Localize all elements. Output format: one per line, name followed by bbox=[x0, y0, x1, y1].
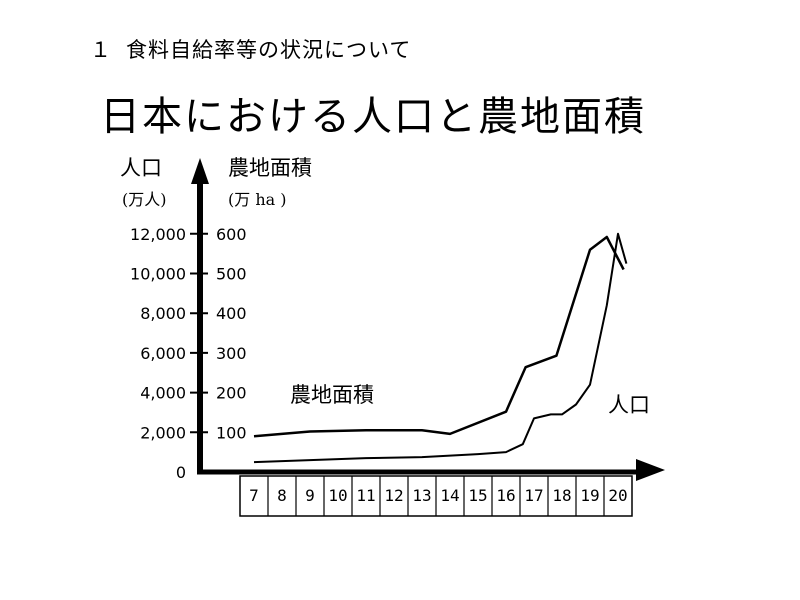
series-line-farmland bbox=[253, 235, 625, 438]
left-tick-label: 12,000 bbox=[130, 225, 186, 244]
left-tick-label: 6,000 bbox=[140, 344, 186, 363]
right-tick-label: 200 bbox=[216, 384, 247, 403]
category-label: 18 bbox=[552, 486, 571, 505]
left-tick-label: 8,000 bbox=[140, 304, 186, 323]
category-label: 7 bbox=[249, 486, 259, 505]
left-tick-label: 10,000 bbox=[130, 265, 186, 284]
category-label: 11 bbox=[356, 486, 375, 505]
category-label: 12 bbox=[384, 486, 403, 505]
right-tick-label: 500 bbox=[216, 265, 247, 284]
series-line-population bbox=[253, 232, 628, 464]
left-axis-label: 人口 bbox=[120, 156, 162, 180]
left-axis-unit: (万人) bbox=[122, 190, 167, 209]
y-axis-arrow bbox=[191, 158, 209, 184]
section-number: １ bbox=[90, 38, 112, 62]
category-label: 14 bbox=[440, 486, 459, 505]
series-label-population: 人口 bbox=[608, 393, 650, 417]
section-subtitle: 食料自給率等の状況について bbox=[126, 38, 412, 62]
page-title: 日本における人口と農地面積 bbox=[100, 94, 646, 140]
right-tick-label: 400 bbox=[216, 304, 247, 323]
category-label: 10 bbox=[328, 486, 347, 505]
right-axis-label: 農地面積 bbox=[228, 156, 312, 180]
right-axis-unit: (万 ha ) bbox=[228, 190, 287, 209]
right-tick-label: 100 bbox=[216, 423, 247, 442]
right-tick-label: 300 bbox=[216, 344, 247, 363]
series-label-farmland: 農地面積 bbox=[290, 383, 374, 407]
left-tick-label: 2,000 bbox=[140, 423, 186, 442]
left-tick-label: 0 bbox=[176, 463, 186, 482]
category-label: 9 bbox=[305, 486, 315, 505]
category-label: 17 bbox=[524, 486, 543, 505]
category-label: 8 bbox=[277, 486, 287, 505]
section-heading: １ 食料自給率等の状況について bbox=[90, 34, 411, 64]
x-axis-arrow bbox=[636, 459, 665, 481]
category-label: 19 bbox=[580, 486, 599, 505]
left-tick-label: 4,000 bbox=[140, 384, 186, 403]
right-tick-label: 600 bbox=[216, 225, 247, 244]
category-label: 13 bbox=[412, 486, 431, 505]
category-label: 16 bbox=[496, 486, 515, 505]
category-label: 20 bbox=[608, 486, 627, 505]
category-label: 15 bbox=[468, 486, 487, 505]
